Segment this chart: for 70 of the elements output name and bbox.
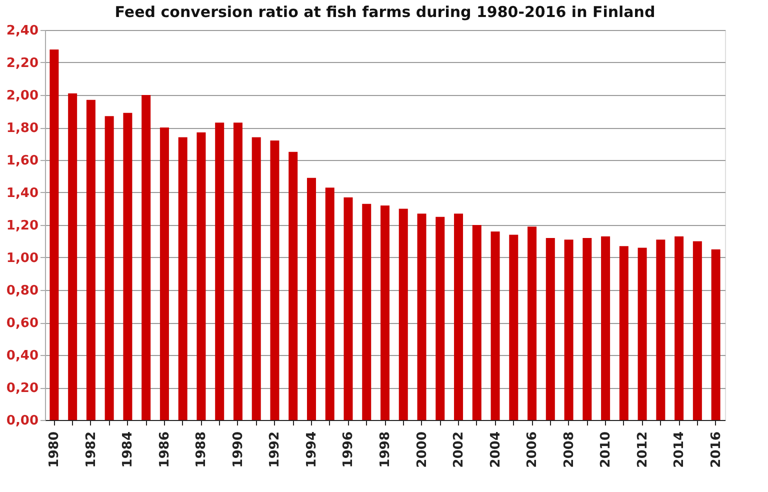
bar xyxy=(142,95,151,420)
bar xyxy=(306,178,316,420)
x-tick-label: 1986 xyxy=(157,432,172,468)
y-tick-label: 0,20 xyxy=(6,381,38,396)
bar xyxy=(123,112,132,420)
bar xyxy=(472,225,482,420)
bar xyxy=(68,93,78,420)
x-tick-label: 1996 xyxy=(341,432,356,468)
y-tick-label: 1,80 xyxy=(6,121,38,136)
chart-title: Feed conversion ratio at fish farms during 1980-2016 in Finland xyxy=(114,3,656,21)
x-tick-label: 1988 xyxy=(194,432,210,468)
x-tick-label: 2000 xyxy=(414,432,430,468)
bar xyxy=(656,240,666,420)
bar xyxy=(638,248,647,420)
y-tick-label: 0,40 xyxy=(6,348,38,364)
x-tick-label: 1992 xyxy=(268,432,283,468)
bar xyxy=(288,152,298,420)
bar xyxy=(692,241,702,420)
bar xyxy=(196,132,206,420)
bar xyxy=(104,116,114,420)
x-tick-label: 1990 xyxy=(230,432,246,468)
x-tick-label: 2010 xyxy=(598,432,614,468)
x-tick-label: 2008 xyxy=(562,432,577,468)
bar xyxy=(436,216,445,420)
bar xyxy=(528,226,537,420)
y-tick-label: 2,00 xyxy=(6,88,38,104)
bar xyxy=(252,137,261,420)
bar xyxy=(674,236,684,420)
bar xyxy=(582,238,592,420)
x-tick-label: 2016 xyxy=(708,432,724,468)
x-tick-label: 1998 xyxy=(378,432,393,468)
bar xyxy=(362,204,372,420)
bar xyxy=(344,197,353,420)
bar xyxy=(601,236,610,420)
bar xyxy=(50,50,59,420)
bar xyxy=(233,122,242,420)
y-tick-label: 1,60 xyxy=(6,154,38,168)
x-tick-label: 1982 xyxy=(84,432,99,468)
x-tick-label: 2004 xyxy=(488,432,504,468)
x-tick-label: 1994 xyxy=(304,432,320,468)
bar xyxy=(398,208,408,420)
bar xyxy=(270,140,280,420)
y-tick-label: 2,20 xyxy=(6,56,38,71)
x-tick-label: 2006 xyxy=(525,432,540,468)
bar xyxy=(215,122,224,420)
x-tick-label: 2002 xyxy=(452,432,467,468)
bar xyxy=(546,238,555,420)
x-tick-label: 1980 xyxy=(47,432,62,468)
bar xyxy=(619,246,628,420)
bar xyxy=(178,137,188,420)
bar xyxy=(564,240,574,420)
y-tick-label: 1,00 xyxy=(6,251,38,266)
bar xyxy=(86,100,96,420)
y-tick-label: 1,20 xyxy=(6,218,38,234)
y-tick-label: 2,40 xyxy=(6,24,38,38)
bar xyxy=(509,234,518,420)
bar xyxy=(711,249,720,420)
bar xyxy=(325,188,334,420)
bar xyxy=(380,206,390,420)
bar xyxy=(490,232,500,420)
y-tick-label: 0,60 xyxy=(6,316,38,331)
x-tick-label: 2014 xyxy=(672,432,688,468)
y-tick-label: 0,00 xyxy=(6,414,38,428)
bar xyxy=(417,214,426,420)
x-tick-label: 2012 xyxy=(635,432,650,468)
bar xyxy=(454,214,464,420)
y-tick-label: 1,40 xyxy=(6,186,38,201)
y-tick-label: 0,80 xyxy=(6,284,38,298)
x-tick-label: 1984 xyxy=(120,432,136,468)
bar xyxy=(160,128,169,420)
